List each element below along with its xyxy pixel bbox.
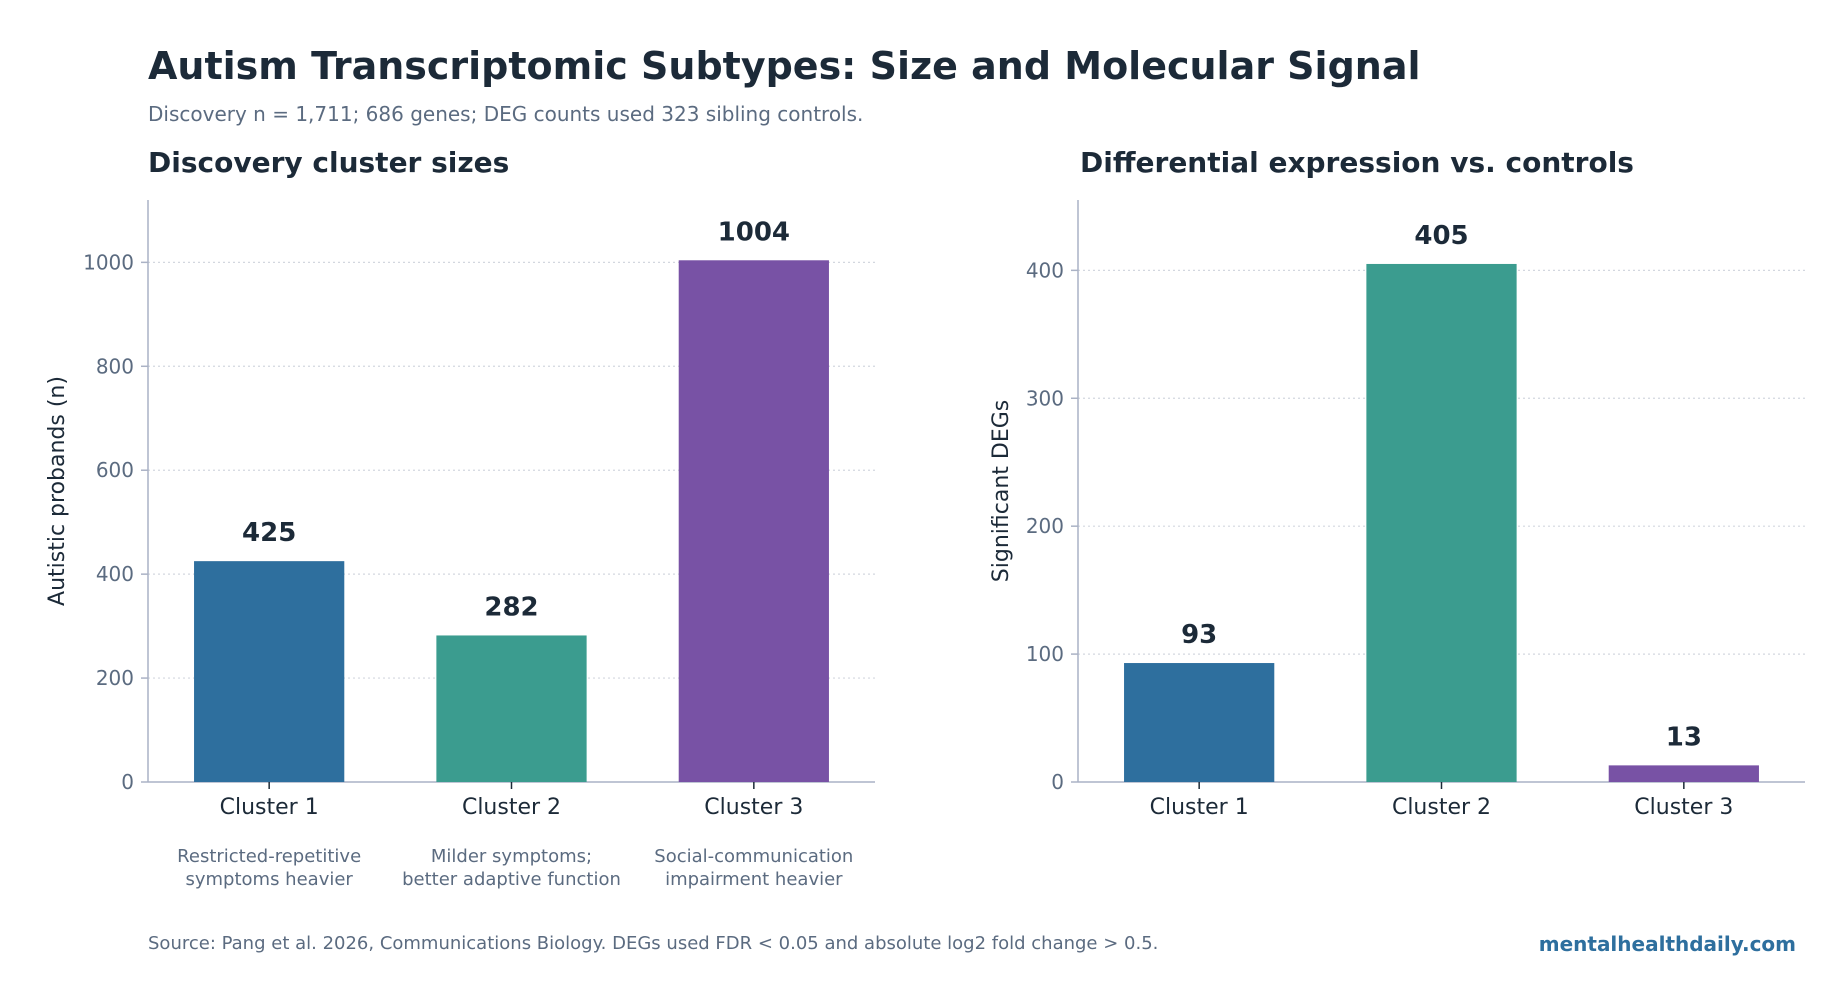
x-tick-label: Cluster 3 <box>1634 795 1733 820</box>
data-label: 425 <box>242 518 296 548</box>
chart-panel-2: 0 100 200 300 400 Significant DEGs 93 Cluster 1… <box>989 200 1805 820</box>
bar-cluster-3 <box>678 260 829 782</box>
y-tick-label: 600 <box>96 458 134 482</box>
category-note: symptoms heavier <box>185 869 353 890</box>
y-axis-label: Autistic probands (n) <box>45 376 70 606</box>
y-tick-label: 300 <box>1026 386 1064 410</box>
y-tick-label: 200 <box>96 666 134 690</box>
chart-title: Autism Transcriptomic Subtypes: Size and… <box>148 44 1421 88</box>
x-tick-label: Cluster 3 <box>704 795 803 820</box>
category-note: Milder symptoms; <box>431 846 592 867</box>
data-label: 282 <box>484 592 538 622</box>
panel-title-cluster-sizes: Discovery cluster sizes <box>148 146 510 179</box>
x-tick-label: Cluster 2 <box>1392 795 1491 820</box>
bar-cluster-2 <box>436 635 587 782</box>
y-axis-label: Significant DEGs <box>989 400 1014 582</box>
y-tick-label: 400 <box>96 562 134 586</box>
y-tick-label: 1000 <box>83 250 134 274</box>
bar-cluster-1 <box>194 561 345 782</box>
y-tick-label: 400 <box>1026 258 1064 282</box>
x-tick-label: Cluster 1 <box>220 795 319 820</box>
y-tick-label: 200 <box>1026 514 1064 538</box>
data-label: 405 <box>1414 221 1468 251</box>
x-tick-label: Cluster 2 <box>462 795 561 820</box>
x-tick-label: Cluster 1 <box>1150 795 1249 820</box>
y-tick-label: 100 <box>1026 642 1064 666</box>
category-note: Restricted-repetitive <box>177 846 361 867</box>
category-note: better adaptive function <box>402 869 621 890</box>
chart-subtitle: Discovery n = 1,711; 686 genes; DEG coun… <box>148 102 864 126</box>
bar-cluster-1 <box>1124 663 1275 782</box>
bar-cluster-3 <box>1608 765 1759 782</box>
source-note: Source: Pang et al. 2026, Communications… <box>148 933 1159 954</box>
data-label: 13 <box>1666 722 1702 752</box>
chart-panel-1: 0 200 400 600 800 1000 Autistic probands (n) 42… <box>45 200 875 890</box>
brand-link[interactable]: mentalhealthdaily.com <box>1538 932 1796 956</box>
data-label: 93 <box>1181 620 1217 650</box>
category-note: Social-communication <box>654 846 853 867</box>
data-label: 1004 <box>718 217 790 247</box>
y-tick-label: 800 <box>96 354 134 378</box>
category-note: impairment heavier <box>665 869 843 890</box>
panel-title-differential-expression: Differential expression vs. controls <box>1080 146 1634 179</box>
y-tick-label: 0 <box>121 770 134 794</box>
y-tick-label: 0 <box>1051 770 1064 794</box>
bar-cluster-2 <box>1366 263 1517 782</box>
